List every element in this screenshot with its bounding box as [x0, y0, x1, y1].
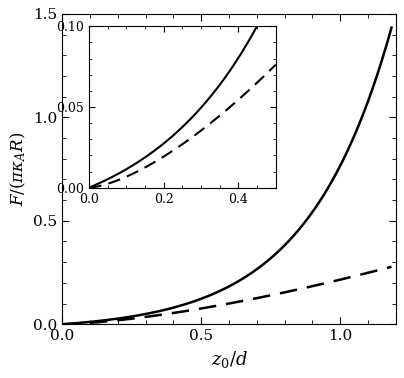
Y-axis label: $F/(\pi \kappa_A R)$: $F/(\pi \kappa_A R)$ — [8, 132, 28, 206]
X-axis label: $z_0/d$: $z_0/d$ — [210, 349, 248, 370]
